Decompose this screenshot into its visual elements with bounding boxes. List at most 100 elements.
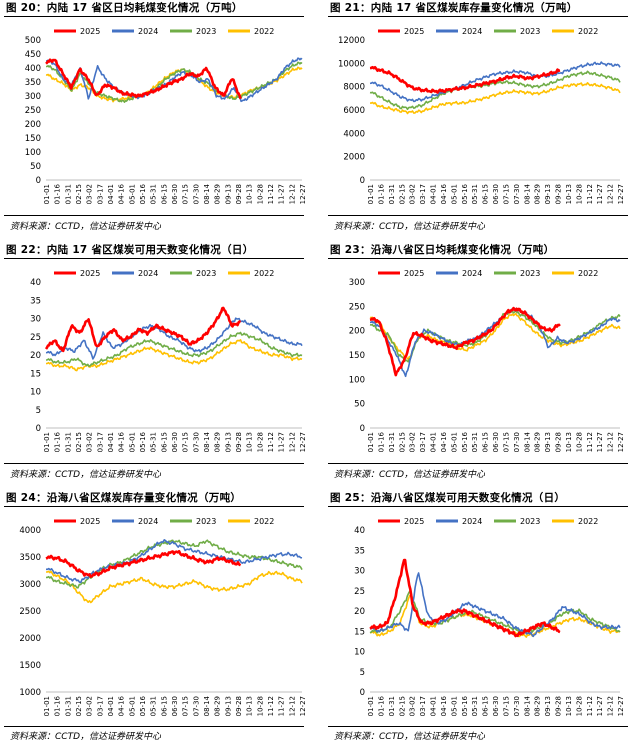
y-tick-label: 30 bbox=[354, 567, 365, 577]
x-tick-label: 03-17 bbox=[96, 432, 104, 452]
x-tick-label: 06-30 bbox=[492, 184, 500, 204]
legend-label-2022: 2022 bbox=[578, 269, 598, 278]
figure-21-source: 资料来源：CCTD，信达证券研发中心 bbox=[334, 222, 485, 232]
y-tick-label: 250 bbox=[25, 106, 41, 116]
legend-label-2023: 2023 bbox=[520, 27, 540, 36]
figure-25-panel: 图 25：沿海八省区煤炭可用天数变化情况（日） 2025 2024 2023 2022… bbox=[326, 490, 631, 742]
figure-22-title: 图 22：内陆 17 省区煤炭可用天数变化情况（日） bbox=[6, 244, 254, 256]
x-tick-label: 06-15 bbox=[160, 432, 168, 452]
figure-21-source-rule bbox=[328, 215, 628, 217]
figure-24-chart: 2025 2024 2023 2022 1000 1500 2000 2500 3000 3500… bbox=[19, 517, 307, 716]
y-tick-label: 0 bbox=[360, 688, 365, 698]
y-tick-label: 2000 bbox=[343, 153, 365, 163]
figure-24-panel: 图 24：沿海八省区煤炭库存量变化情况（万吨） 2025 2024 2023 2022… bbox=[2, 490, 308, 742]
x-tick-label: 06-15 bbox=[482, 184, 490, 204]
x-tick-label: 01-01 bbox=[367, 696, 375, 716]
x-tick-label: 05-31 bbox=[471, 432, 479, 452]
x-tick-label: 11-27 bbox=[596, 696, 604, 716]
series-line-2024 bbox=[46, 57, 303, 103]
figure-21-panel: 图 21：内陆 17 省区煤炭库存量变化情况（万吨） 2025 2024 2023 2… bbox=[326, 0, 631, 244]
x-tick-label: 07-15 bbox=[182, 184, 190, 204]
y-tick-label: 300 bbox=[349, 278, 365, 288]
x-tick-label: 07-30 bbox=[192, 184, 200, 204]
y-tick-label: 2000 bbox=[19, 634, 41, 644]
x-tick-label: 01-31 bbox=[388, 696, 396, 716]
x-tick-label: 05-31 bbox=[150, 432, 158, 452]
x-tick-label: 06-30 bbox=[171, 696, 179, 716]
x-tick-label: 09-28 bbox=[555, 432, 563, 452]
legend-label-2022: 2022 bbox=[254, 269, 274, 278]
y-tick-label: 40 bbox=[30, 278, 41, 288]
figure-22-source: 资料来源：CCTD，信达证券研发中心 bbox=[10, 470, 161, 480]
x-tick-label: 01-16 bbox=[377, 431, 385, 452]
x-tick-label: 12-27 bbox=[617, 432, 625, 452]
figure-20-source-rule bbox=[4, 215, 304, 217]
x-tick-label: 04-01 bbox=[430, 432, 438, 452]
x-tick-label: 10-13 bbox=[565, 696, 573, 716]
x-tick-label: 01-31 bbox=[64, 432, 72, 452]
x-tick-label: 02-15 bbox=[398, 432, 406, 452]
figure-23-panel: 图 23：沿海八省区日均耗煤变化情况（万吨） 2025 2024 2023 2022 0… bbox=[326, 242, 631, 486]
y-tick-label: 400 bbox=[25, 64, 41, 74]
figure-24-title-rule bbox=[4, 506, 304, 508]
x-tick-label: 07-15 bbox=[182, 432, 190, 452]
y-tick-label: 15 bbox=[354, 627, 365, 637]
x-tick-label: 09-28 bbox=[555, 696, 563, 716]
x-tick-label: 11-12 bbox=[586, 696, 594, 716]
y-tick-label: 4000 bbox=[343, 129, 365, 139]
x-tick-label: 12-12 bbox=[288, 696, 296, 716]
x-tick-label: 04-01 bbox=[430, 696, 438, 716]
y-tick-label: 10 bbox=[30, 388, 41, 398]
x-tick-label: 05-01 bbox=[450, 696, 458, 716]
x-tick-label: 10-28 bbox=[256, 184, 264, 204]
x-tick-label: 09-28 bbox=[235, 184, 243, 204]
legend-label-2022: 2022 bbox=[578, 27, 598, 36]
x-tick-label: 01-31 bbox=[64, 184, 72, 204]
figure-23-source-rule bbox=[328, 463, 628, 465]
y-tick-label: 1000 bbox=[19, 688, 41, 698]
series-line-2022 bbox=[370, 81, 621, 115]
x-tick-label: 08-14 bbox=[523, 431, 531, 452]
x-tick-label: 05-16 bbox=[139, 431, 147, 452]
y-tick-label: 0 bbox=[36, 424, 41, 434]
figure-25-source-rule bbox=[328, 726, 628, 728]
x-tick-label: 12-12 bbox=[288, 184, 296, 204]
x-tick-label: 01-16 bbox=[54, 431, 62, 452]
x-tick-label: 09-13 bbox=[224, 696, 232, 716]
x-tick-label: 12-27 bbox=[617, 184, 625, 204]
x-tick-label: 07-15 bbox=[502, 184, 510, 204]
legend-label-2022: 2022 bbox=[578, 517, 598, 526]
x-tick-label: 01-16 bbox=[377, 695, 385, 716]
x-tick-label: 10-13 bbox=[246, 184, 254, 204]
legend-label-2025: 2025 bbox=[80, 269, 100, 278]
series-line-2024 bbox=[369, 61, 621, 103]
x-tick-label: 06-30 bbox=[171, 184, 179, 204]
x-tick-label: 11-12 bbox=[586, 432, 594, 452]
x-tick-label: 06-15 bbox=[482, 696, 490, 716]
x-tick-label: 07-30 bbox=[192, 432, 200, 452]
y-tick-label: 1500 bbox=[19, 661, 41, 671]
x-tick-label: 01-01 bbox=[43, 432, 51, 452]
x-tick-label: 01-31 bbox=[388, 184, 396, 204]
x-tick-label: 04-01 bbox=[107, 432, 115, 452]
series-line-2025 bbox=[369, 306, 561, 377]
y-tick-label: 20 bbox=[354, 607, 365, 617]
y-tick-label: 450 bbox=[25, 50, 41, 60]
y-tick-label: 6000 bbox=[343, 106, 365, 116]
y-tick-label: 50 bbox=[30, 162, 41, 172]
x-tick-label: 01-01 bbox=[43, 696, 51, 716]
figure-24-title: 图 24：沿海八省区煤炭库存量变化情况（万吨） bbox=[6, 492, 242, 504]
x-tick-label: 06-15 bbox=[482, 432, 490, 452]
x-tick-label: 01-01 bbox=[367, 432, 375, 452]
x-tick-label: 03-17 bbox=[419, 432, 427, 452]
series-line-2023 bbox=[46, 539, 303, 589]
x-tick-label: 12-27 bbox=[299, 184, 307, 204]
legend-label-2023: 2023 bbox=[520, 269, 540, 278]
series-line-2025 bbox=[44, 306, 242, 353]
x-tick-label: 03-02 bbox=[409, 184, 417, 204]
x-tick-label: 07-30 bbox=[513, 696, 521, 716]
x-tick-label: 11-27 bbox=[596, 432, 604, 452]
figure-20-title-rule bbox=[4, 16, 304, 18]
